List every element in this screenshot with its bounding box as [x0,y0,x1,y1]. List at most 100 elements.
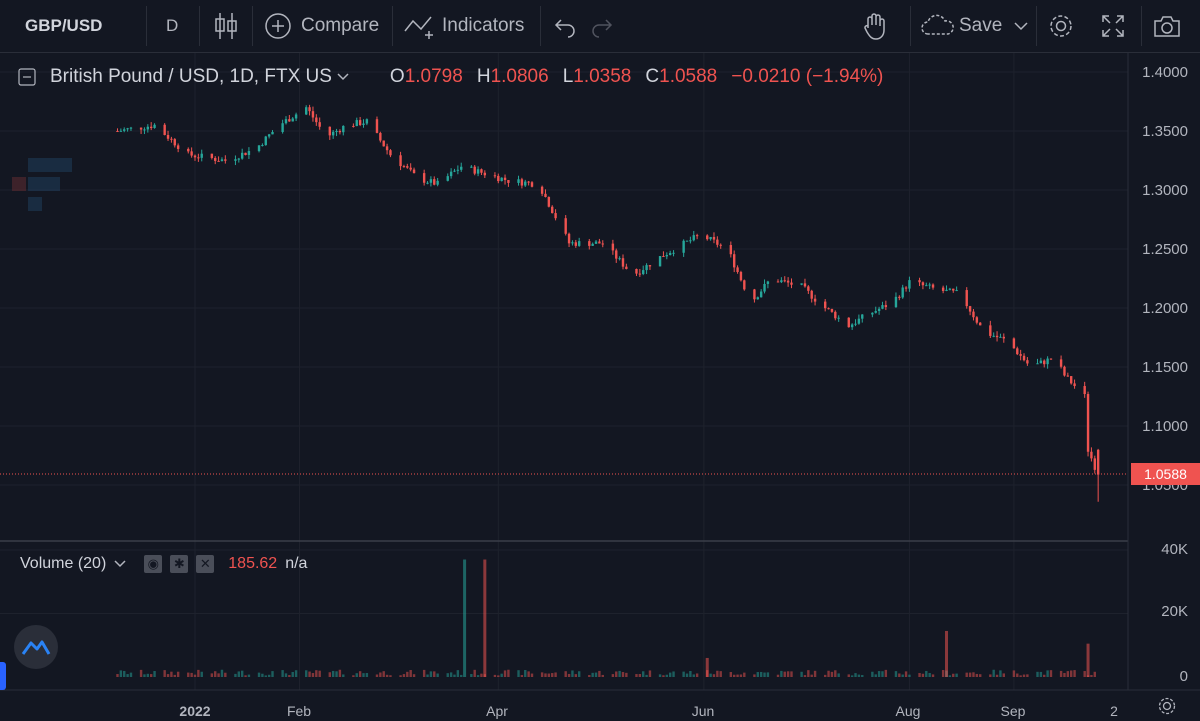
chart-type-button[interactable] [214,0,238,52]
time-tick: Apr [486,703,508,719]
mountain-icon [21,640,51,655]
candle-body [901,287,904,298]
candle-body [197,157,200,159]
candle-body [547,197,551,207]
gear-icon[interactable] [1157,696,1177,716]
volume-bar [267,674,271,677]
symbol-search[interactable]: GBP/USD [25,16,103,35]
volume-bar [500,673,503,677]
collapse-icon[interactable] [18,68,36,86]
redo-button[interactable] [590,0,614,52]
volume-bar [861,675,864,677]
volume-bar [874,674,877,677]
close-icon[interactable]: ✕ [196,555,215,573]
volume-bar [1059,670,1063,677]
volume-bar [483,674,487,677]
candle-body [658,256,662,267]
high-value: 1.0806 [490,66,549,87]
divider [146,6,147,46]
fullscreen-button[interactable] [1100,0,1126,52]
candle-body [163,124,166,135]
volume-bar [776,674,780,677]
volume-bar [695,673,699,677]
volume-bar [143,674,146,677]
volume-label[interactable]: Volume (20) [20,555,107,572]
gear-icon[interactable]: ✱ [170,555,189,573]
hand-tool-button[interactable] [862,0,888,52]
candle-body [143,129,146,131]
price-tick: 1.1500 [1142,359,1188,376]
volume-bar [116,674,119,677]
candle-body [1093,458,1096,470]
volume-bar [662,675,665,677]
interval-button[interactable]: D [166,16,179,35]
volume-bar [972,672,975,677]
compare-button[interactable]: Compare [264,0,379,52]
eye-icon[interactable]: ◉ [144,555,163,573]
settings-button[interactable] [1047,0,1075,52]
volume-bar [436,673,439,677]
candle-body [952,288,955,291]
volume-bar [1049,670,1053,677]
candle-body [1016,348,1019,355]
volume-bar [759,671,763,677]
series-title[interactable]: British Pound / USD, 1D, FTX US [50,66,332,87]
volume-bar [530,673,534,677]
candle-body [921,282,925,286]
volume-bar [379,672,382,677]
divider [252,6,253,46]
volume-bar [813,670,817,677]
candle-body [146,126,150,130]
volume-bar [945,630,949,677]
volume-bar [706,670,709,677]
volume-bar [170,671,173,677]
volume-bar [823,674,827,677]
volume-value: 185.62 [228,555,278,572]
volume-bar [1043,674,1046,677]
volume-bar [692,674,695,677]
candle-body [692,235,695,241]
volume-bar [830,671,834,677]
indicators-button[interactable]: Indicators [403,0,524,52]
tradingview-logo[interactable] [14,625,58,669]
sidebar-toggle[interactable] [0,662,6,690]
candle-body [476,169,480,174]
candle-body [166,134,170,139]
volume-bar [271,671,274,677]
candle-body [497,175,500,182]
candle-body [331,131,335,136]
hand-icon [864,13,885,40]
volume-bar [574,674,578,677]
volume-bar [527,671,530,677]
candle-body [712,236,716,240]
candle-body [621,258,625,267]
volume-bar [385,674,389,677]
cloud-icon [921,14,954,35]
volume-bar [1070,670,1073,677]
candle-body [611,243,615,251]
volume-bar [989,674,992,677]
snapshot-button[interactable] [1153,0,1181,52]
volume-bar [139,669,143,677]
candle-body [460,166,463,170]
volume-bar [200,671,203,677]
candle-body [834,311,837,319]
price-tick: 1.3500 [1142,123,1188,140]
candle-body [261,145,264,147]
candle-body [308,107,311,112]
volume-bar [318,670,321,677]
volume-bar [473,669,476,677]
candle-body [365,119,369,124]
candle-body [524,181,527,186]
volume-bar [328,672,331,677]
chevron-down-icon[interactable] [336,72,350,82]
volume-bar [682,671,685,677]
candle-body [759,291,763,298]
undo-button[interactable] [553,0,577,52]
candle-body [318,122,321,127]
save-button[interactable]: Save [920,0,1030,52]
candle-series [116,104,1100,502]
chevron-down-icon[interactable] [114,560,126,568]
volume-bar [716,670,719,677]
volume-bar [308,671,311,677]
